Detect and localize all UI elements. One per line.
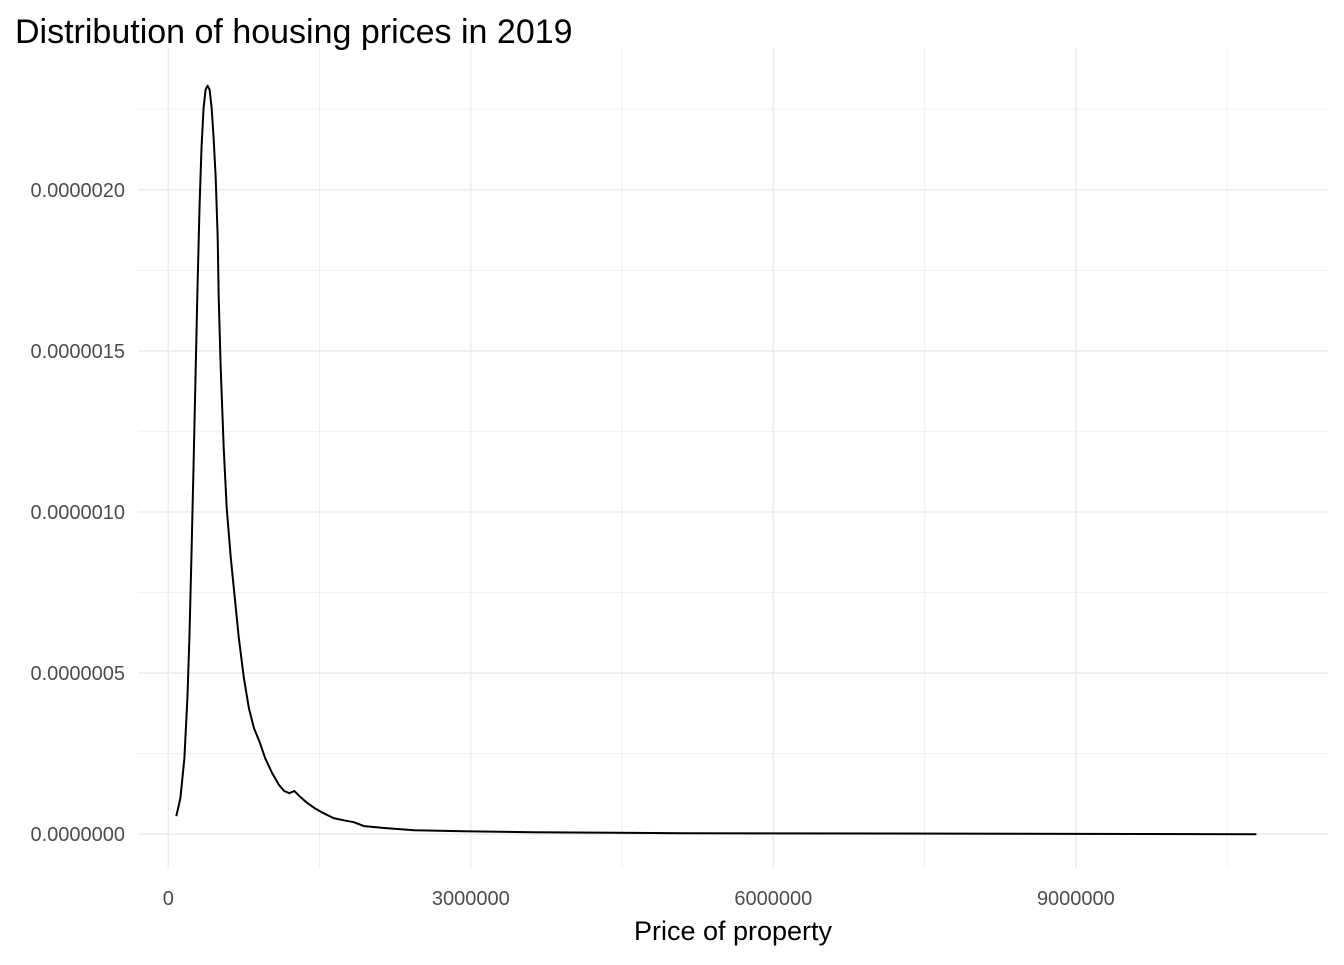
density-line bbox=[175, 84, 1257, 836]
x-axis: 0 3000000 6000000 9000000 bbox=[163, 888, 1115, 910]
x-axis-label: Price of property bbox=[634, 916, 833, 946]
x-tick-label: 9000000 bbox=[1037, 888, 1115, 910]
x-tick-label: 3000000 bbox=[432, 888, 510, 910]
y-tick-label: 0.0000000 bbox=[30, 824, 125, 846]
y-axis: 0.0000000 0.0000005 0.0000010 0.0000015 0.00… bbox=[30, 180, 125, 846]
y-tick-label: 0.0000005 bbox=[30, 663, 125, 685]
y-tick-label: 0.0000010 bbox=[30, 502, 125, 524]
y-tick-label: 0.0000020 bbox=[30, 180, 125, 202]
chart-title: Distribution of housing prices in 2019 bbox=[15, 13, 573, 51]
x-tick-label: 6000000 bbox=[734, 888, 812, 910]
y-tick-label: 0.0000015 bbox=[30, 341, 125, 363]
grid bbox=[138, 48, 1328, 868]
x-tick-label: 0 bbox=[163, 888, 174, 910]
